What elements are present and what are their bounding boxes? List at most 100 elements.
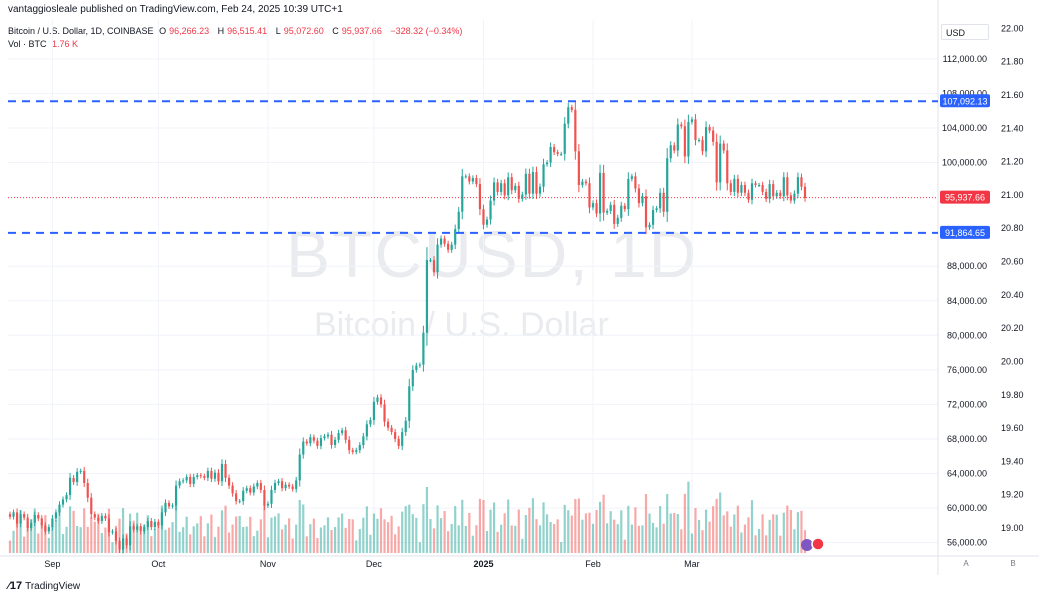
volume-bar [768,519,771,553]
outer-tick-label: 22.00 [1001,23,1024,33]
candle-body [309,437,312,444]
volume-bar [429,519,432,553]
candle-body [595,203,598,214]
price-tick-label: 60,000.00 [947,503,987,513]
symbol-legend[interactable]: Bitcoin / U.S. Dollar, 1D, COINBASE O 96,… [8,26,465,36]
candle-body [669,145,672,159]
volume-bar [786,505,789,553]
candle-body [358,445,361,451]
candle-body [598,172,602,214]
candle-body [37,514,40,519]
candle-body [666,158,669,212]
volume-bar [492,502,496,553]
volume-bar [454,506,457,553]
volume-bar [167,527,171,553]
price-tick-label: 84,000.00 [947,296,987,306]
currency-selector[interactable]: USD [941,24,989,40]
candle-body [584,181,588,184]
candle-body [26,517,29,528]
volume-bar [58,510,61,553]
candle-body [167,502,171,507]
candle-body [280,481,284,489]
candle-body [337,432,340,440]
candle-body [415,365,418,370]
volume-bar [97,513,100,553]
candle-body [432,260,436,273]
candle-body [747,192,750,200]
volume-bar [326,517,330,553]
candle-body [450,244,453,250]
lightning-flag-icon[interactable] [801,539,813,551]
candle-body [641,196,644,204]
price-tags: 107,092.13 91,864.65 95,937.66 [940,94,990,239]
log-scale-button[interactable]: B [1010,559,1016,568]
volume-bar [482,500,485,553]
time-tick-label: Oct [151,559,166,569]
auto-scale-button[interactable]: A [963,559,969,568]
candle-body [107,518,111,533]
candle-body [235,493,238,502]
volume-bar [362,517,365,553]
candle-body [482,209,485,225]
candle-body [19,514,22,524]
volume-bar [450,524,453,553]
volume-bar [673,513,676,553]
volume-bar [690,533,694,553]
volume-bar [623,539,626,553]
volume-bar [386,522,390,553]
candle-body [30,522,33,528]
candle-body [316,440,319,446]
volume-bar [394,534,397,553]
volume-bar [655,527,658,553]
level-tag-label: 91,864.65 [945,228,985,238]
candle-body [468,176,471,182]
candle-body [330,434,333,446]
candle-body [425,260,429,333]
volume-bar [150,536,153,553]
us-flag-icon[interactable] [811,537,825,551]
volume-bar [577,498,580,553]
candle-body [104,515,107,519]
candle-body [609,204,612,211]
candle-body [132,526,135,530]
price-axis: 56,000.00 60,000.00 64,000.00 68,000.00 72,0… [942,54,987,548]
volume-bar [500,524,503,553]
tradingview-logo[interactable]: ⁄17 TradingView [8,580,80,592]
candle-body [397,438,400,446]
candle-body [76,471,79,483]
volume-bar [249,516,252,553]
volume-legend[interactable]: Vol · BTC 1.76 K [8,39,81,49]
candle-body [44,525,47,532]
last-price-tag [940,190,990,204]
candle-body [266,503,270,506]
candle-body [295,480,298,490]
candle-body [111,531,114,533]
volume-bar [157,522,160,553]
volume-bar [782,512,785,553]
volume-bar [86,526,89,553]
volume-bar [669,513,672,553]
volume-bar [100,533,103,553]
volume-bar [390,515,393,553]
volume-bar [19,509,22,553]
candle-body [256,483,259,487]
low-value: L 95,072.60 [275,26,324,36]
candle-body [574,109,577,152]
candle-body [761,184,764,192]
volume-bar [761,514,764,553]
candle-body [475,178,478,185]
volume-bar [189,534,192,553]
candle-body [733,178,736,192]
volume-bar [531,498,535,553]
outer-tick-label: 19.40 [1001,456,1024,466]
volume-bar [478,498,482,553]
outer-tick-label: 20.40 [1001,290,1024,300]
outer-tick-label: 20.20 [1001,323,1024,333]
volume-bar [376,518,379,553]
candle-body [40,518,43,526]
volume-bar [765,535,768,553]
volume-bar [570,515,573,553]
candle-body [591,203,595,208]
price-tick-label: 100,000.00 [942,158,987,168]
